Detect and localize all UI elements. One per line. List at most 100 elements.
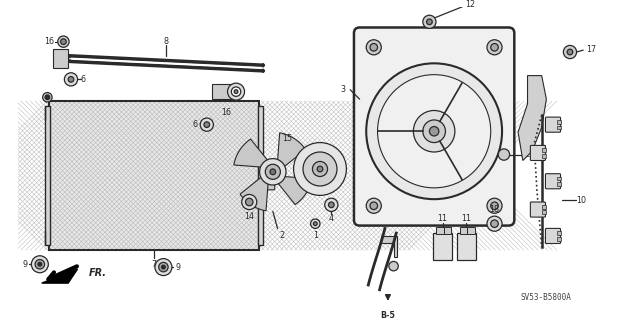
Bar [53,49,68,68]
Text: 5: 5 [553,123,558,132]
Polygon shape [240,176,268,211]
FancyBboxPatch shape [354,27,515,226]
Text: 16: 16 [221,108,230,117]
Circle shape [324,198,338,211]
Circle shape [567,49,573,55]
Circle shape [266,164,280,179]
Bar [541,205,547,209]
Circle shape [204,122,210,128]
Polygon shape [277,176,312,204]
FancyBboxPatch shape [531,145,545,160]
Bar [460,226,467,234]
Bar [433,233,452,260]
Circle shape [61,39,67,44]
Circle shape [35,260,45,269]
Circle shape [38,262,42,266]
Bar [557,126,561,130]
Bar [557,231,561,235]
Text: 14: 14 [244,211,254,221]
Circle shape [491,220,499,227]
Circle shape [370,43,378,51]
Circle shape [45,95,50,100]
Polygon shape [518,76,547,160]
Circle shape [563,45,577,59]
Circle shape [366,40,381,55]
Circle shape [487,216,502,231]
Circle shape [43,93,52,102]
Circle shape [423,15,436,28]
Circle shape [228,83,244,100]
Bar [436,226,444,234]
Circle shape [317,166,323,172]
Circle shape [413,110,455,152]
Circle shape [499,149,509,160]
Circle shape [427,19,432,25]
Circle shape [159,262,168,272]
Bar [541,154,547,158]
Circle shape [246,198,253,206]
FancyBboxPatch shape [545,228,561,243]
Circle shape [155,259,172,276]
Text: 7: 7 [152,260,157,269]
Bar [557,237,561,241]
Circle shape [366,198,381,213]
Text: 6: 6 [81,75,86,84]
Bar [45,106,50,245]
Text: 6: 6 [193,120,198,129]
Circle shape [314,222,317,226]
Text: 2: 2 [280,232,285,241]
Bar [557,182,561,186]
Circle shape [242,195,257,210]
Text: 13: 13 [524,150,534,159]
Text: 9: 9 [176,263,181,271]
Polygon shape [42,269,77,283]
Circle shape [200,118,213,131]
Circle shape [429,127,439,136]
Text: FR.: FR. [89,268,107,278]
Bar [541,211,547,214]
FancyBboxPatch shape [262,167,275,190]
Circle shape [260,159,286,185]
FancyBboxPatch shape [545,117,561,132]
Text: 15: 15 [282,134,292,143]
Text: 9: 9 [22,260,28,269]
Text: 17: 17 [586,45,596,54]
Circle shape [303,152,337,186]
Polygon shape [381,236,397,257]
Text: 1: 1 [313,231,318,240]
Bar [557,120,561,124]
Bar [49,101,259,250]
Circle shape [161,265,165,269]
Bar [49,101,259,250]
Text: B-5: B-5 [380,311,396,319]
Circle shape [58,36,69,47]
Bar [258,106,264,245]
Bar [557,176,561,180]
Circle shape [270,169,276,174]
Circle shape [328,202,334,208]
Circle shape [68,77,74,82]
Circle shape [487,198,502,213]
Bar [541,148,547,152]
Bar [444,226,451,234]
Circle shape [65,73,77,86]
Bar [457,233,476,260]
Circle shape [31,256,49,273]
Circle shape [312,161,328,176]
Circle shape [378,75,491,188]
Polygon shape [278,133,305,167]
FancyBboxPatch shape [545,174,561,189]
Circle shape [389,262,398,271]
Text: SV53-B5800A: SV53-B5800A [521,293,572,302]
Text: 4: 4 [329,213,334,223]
Circle shape [423,120,445,143]
Circle shape [366,63,502,199]
Polygon shape [234,139,268,167]
Circle shape [234,90,238,93]
Circle shape [491,43,499,51]
Text: 12: 12 [465,0,475,9]
Bar [212,84,232,99]
FancyBboxPatch shape [531,202,545,217]
Text: 8: 8 [164,37,169,46]
Bar [467,226,475,234]
